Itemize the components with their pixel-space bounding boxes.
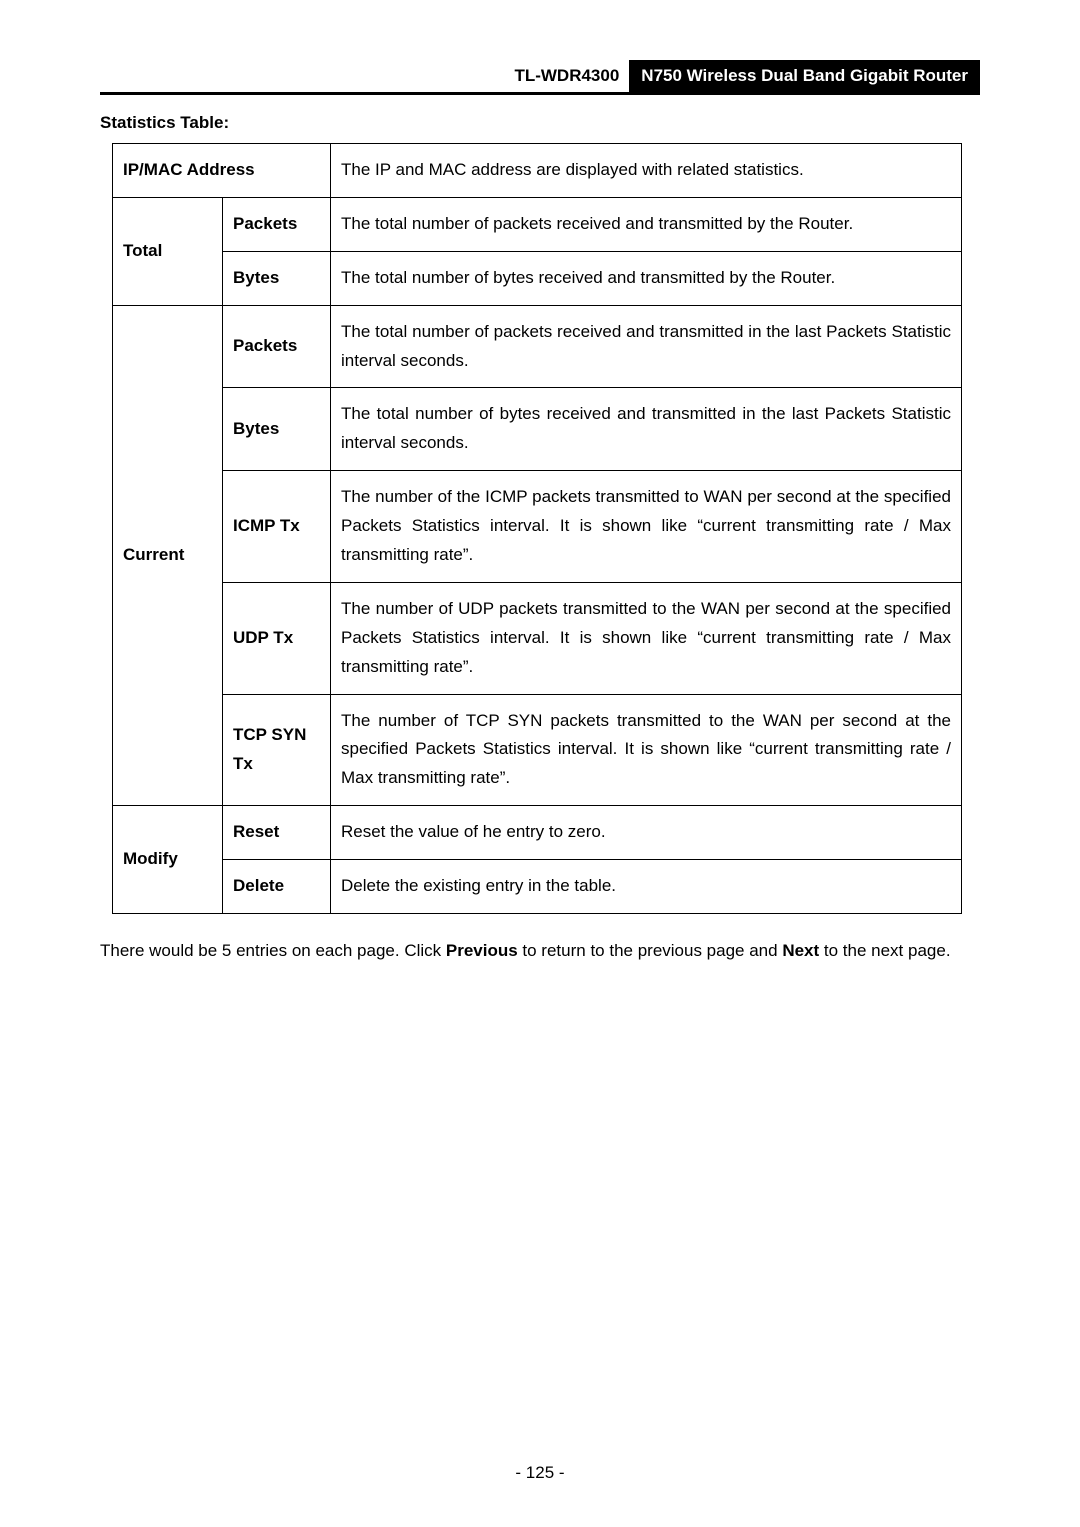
page-number: - 125 - xyxy=(0,1463,1080,1483)
cell-total-packets-label: Packets xyxy=(223,197,331,251)
row-modify-delete: Delete Delete the existing entry in the … xyxy=(113,860,962,914)
row-current-bytes: Bytes The total number of bytes received… xyxy=(113,388,962,471)
row-total-bytes: Bytes The total number of bytes received… xyxy=(113,251,962,305)
cell-current-icmp-desc: The number of the ICMP packets transmitt… xyxy=(331,471,962,583)
cell-total-bytes-label: Bytes xyxy=(223,251,331,305)
footer-post: to the next page. xyxy=(819,941,950,960)
cell-modify-delete-label: Delete xyxy=(223,860,331,914)
row-total-packets: Total Packets The total number of packet… xyxy=(113,197,962,251)
cell-current-bytes-desc: The total number of bytes received and t… xyxy=(331,388,962,471)
row-current-udp: UDP Tx The number of UDP packets transmi… xyxy=(113,582,962,694)
cell-current-label: Current xyxy=(113,305,223,806)
cell-ipmac-label: IP/MAC Address xyxy=(113,144,331,198)
cell-modify-label: Modify xyxy=(113,806,223,914)
footer-paragraph: There would be 5 entries on each page. C… xyxy=(100,936,980,967)
header-product: N750 Wireless Dual Band Gigabit Router xyxy=(629,60,980,92)
section-title: Statistics Table: xyxy=(100,113,980,133)
cell-current-udp-desc: The number of UDP packets transmitted to… xyxy=(331,582,962,694)
cell-modify-reset-label: Reset xyxy=(223,806,331,860)
cell-total-bytes-desc: The total number of bytes received and t… xyxy=(331,251,962,305)
cell-current-bytes-label: Bytes xyxy=(223,388,331,471)
cell-current-tcp-label: TCP SYN Tx xyxy=(223,694,331,806)
cell-modify-delete-desc: Delete the existing entry in the table. xyxy=(331,860,962,914)
cell-current-tcp-desc: The number of TCP SYN packets transmitte… xyxy=(331,694,962,806)
row-current-tcp: TCP SYN Tx The number of TCP SYN packets… xyxy=(113,694,962,806)
row-ipmac: IP/MAC Address The IP and MAC address ar… xyxy=(113,144,962,198)
row-modify-reset: Modify Reset Reset the value of he entry… xyxy=(113,806,962,860)
row-current-packets: Current Packets The total number of pack… xyxy=(113,305,962,388)
page-header: TL-WDR4300 N750 Wireless Dual Band Gigab… xyxy=(100,60,980,95)
statistics-table: IP/MAC Address The IP and MAC address ar… xyxy=(112,143,962,914)
cell-current-packets-desc: The total number of packets received and… xyxy=(331,305,962,388)
row-current-icmp: ICMP Tx The number of the ICMP packets t… xyxy=(113,471,962,583)
header-model: TL-WDR4300 xyxy=(514,60,629,92)
cell-ipmac-desc: The IP and MAC address are displayed wit… xyxy=(331,144,962,198)
footer-pre: There would be 5 entries on each page. C… xyxy=(100,941,446,960)
footer-bold-previous: Previous xyxy=(446,941,518,960)
cell-current-packets-label: Packets xyxy=(223,305,331,388)
cell-modify-reset-desc: Reset the value of he entry to zero. xyxy=(331,806,962,860)
footer-mid: to return to the previous page and xyxy=(518,941,783,960)
cell-current-udp-label: UDP Tx xyxy=(223,582,331,694)
cell-total-packets-desc: The total number of packets received and… xyxy=(331,197,962,251)
cell-current-icmp-label: ICMP Tx xyxy=(223,471,331,583)
cell-total-label: Total xyxy=(113,197,223,305)
footer-bold-next: Next xyxy=(782,941,819,960)
page: TL-WDR4300 N750 Wireless Dual Band Gigab… xyxy=(0,0,1080,1527)
